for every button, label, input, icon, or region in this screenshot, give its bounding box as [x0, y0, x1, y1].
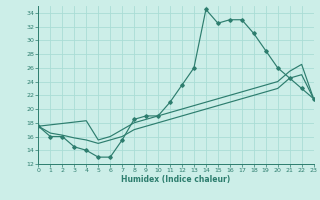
X-axis label: Humidex (Indice chaleur): Humidex (Indice chaleur): [121, 175, 231, 184]
